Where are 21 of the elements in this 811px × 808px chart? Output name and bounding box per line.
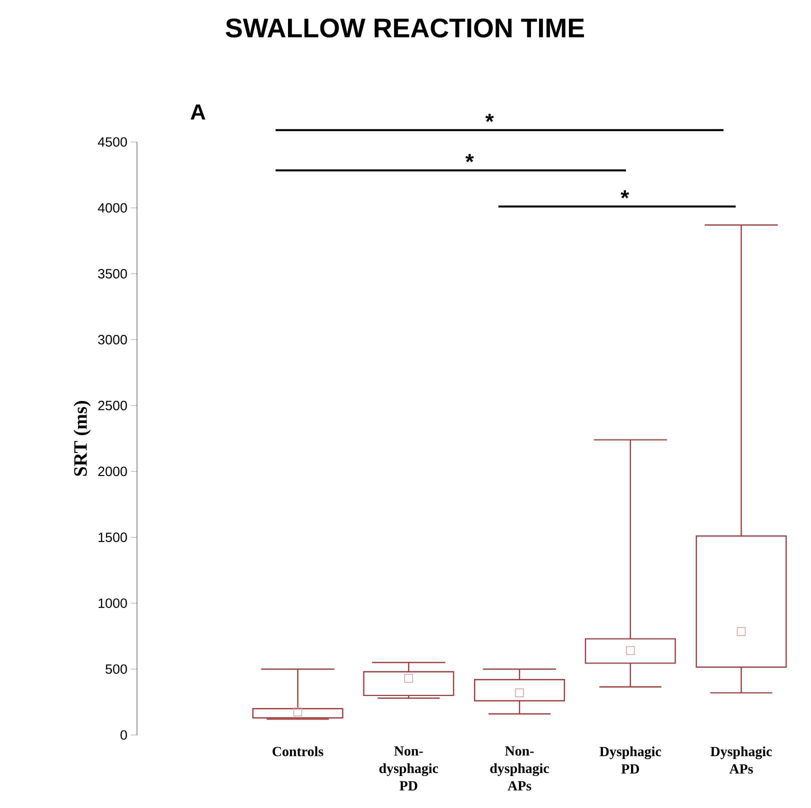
chart-title: SWALLOW REACTION TIME	[226, 18, 584, 38]
y-tick-label: 3000	[98, 334, 127, 344]
y-tick-label: 2000	[98, 466, 127, 476]
x-tick-label: Controls	[272, 746, 324, 756]
y-tick-label: 1500	[98, 532, 127, 542]
annotation: *	[620, 190, 630, 198]
y-tick-label: 500	[106, 664, 127, 674]
y-axis-title: SRT (ms)	[74, 401, 91, 476]
x-tick-label: Dysphagic PD	[600, 746, 662, 774]
text: A	[190, 104, 206, 120]
x-tick-label: Non-dysphagic APs	[490, 746, 549, 791]
y-tick-label: 2500	[98, 400, 127, 410]
x-tick-label: Non-dysphagic PD	[379, 746, 438, 790]
y-tick-label: 1000	[98, 598, 127, 608]
y-tick-label: 3500	[98, 269, 127, 279]
y-tick-label: 0	[120, 730, 127, 740]
text: *	[485, 114, 494, 122]
y-tick-label: 4000	[98, 203, 127, 213]
annotation: *	[465, 154, 474, 162]
y-tick-label: 4500	[98, 137, 127, 147]
x-tick-label: Dysphagic APs	[710, 746, 772, 774]
